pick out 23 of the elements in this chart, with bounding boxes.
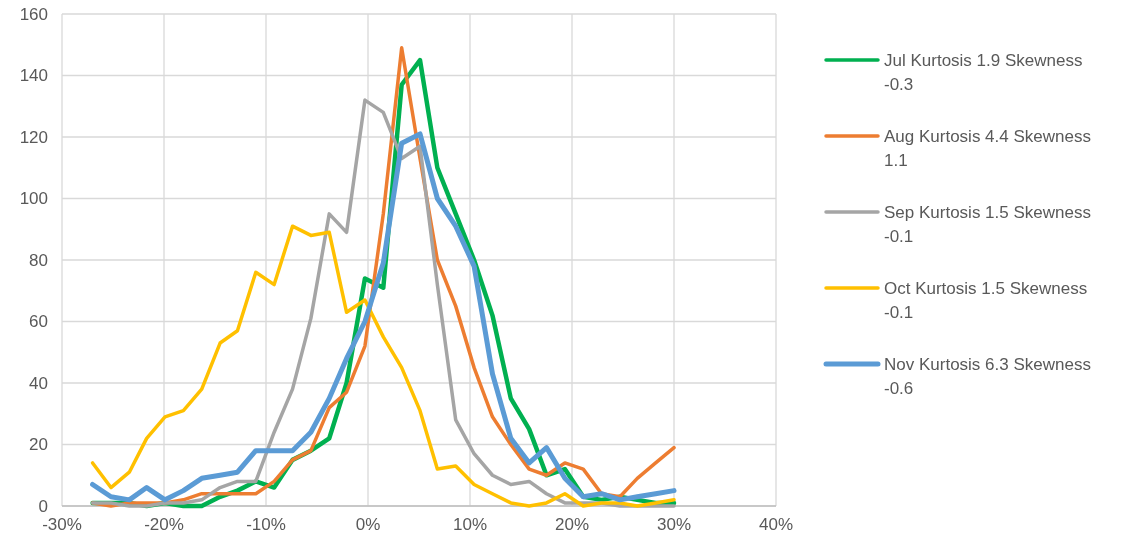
y-tick-label: 40 [29,373,48,393]
y-tick-label: 140 [19,66,48,86]
y-tick-label: 20 [29,435,48,455]
y-tick-label: 80 [29,250,48,270]
x-tick-label: -30% [42,515,82,534]
x-tick-label: 0% [355,515,381,534]
y-tick-label: 0 [38,496,48,516]
y-tick-label: 60 [29,312,48,332]
x-tick-label: -20% [144,515,184,534]
legend-label: Sep Kurtosis 1.5 Skewness -0.1 [884,202,1091,246]
line-series [90,224,676,508]
x-tick-label: 30% [656,515,692,534]
legend-label: Oct Kurtosis 1.5 Skewness -0.1 [884,278,1088,322]
legend-label: Nov Kurtosis 6.3 Skewness -0.6 [884,354,1091,398]
x-tick-label: 10% [452,515,488,534]
x-tick-label: -10% [246,515,286,534]
legend-label: Aug Kurtosis 4.4 Skewness 1.1 [884,126,1091,170]
y-tick-label: 160 [19,4,48,24]
y-tick-label: 100 [19,189,48,209]
legend-label: Jul Kurtosis 1.9 Skewness -0.3 [884,50,1083,94]
y-tick-label: 120 [19,127,48,147]
x-tick-label: 40% [758,515,794,534]
x-tick-label: 20% [554,515,590,534]
